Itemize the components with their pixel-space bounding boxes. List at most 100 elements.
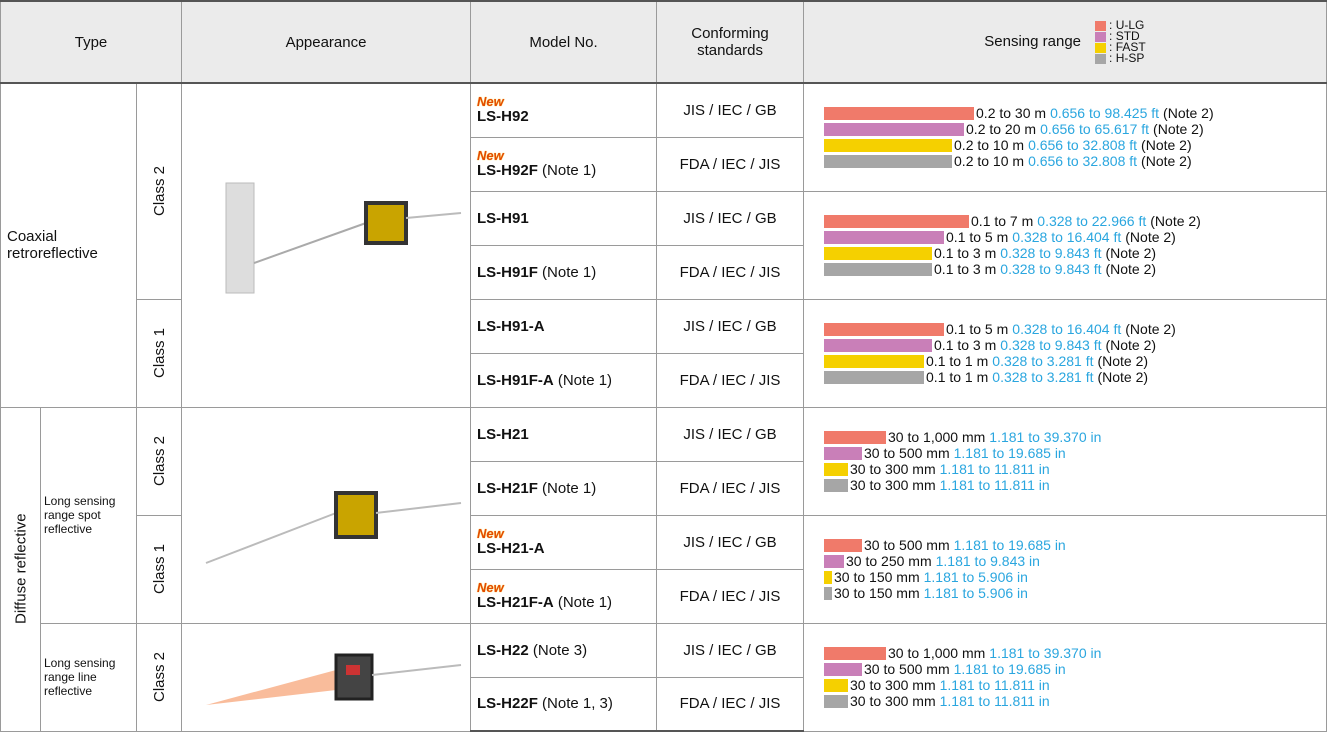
range-imperial: 1.181 to 5.906 in: [923, 568, 1028, 585]
model-cell: LS-H22F (Note 1, 3): [470, 676, 658, 732]
range-line: 30 to 500 mm 1.181 to 19.685 in: [824, 537, 1316, 553]
legend-swatch: [1095, 53, 1107, 64]
range-line: 30 to 300 mm 1.181 to 11.811 in: [824, 461, 1316, 477]
range-bar: [824, 554, 845, 568]
range-imperial: 0.656 to 65.617 ft: [1040, 120, 1150, 137]
range-imperial: 1.181 to 11.811 in: [939, 460, 1050, 477]
model-row: LS-H22F (Note 1, 3) FDA / IEC / JIS: [1, 676, 1327, 732]
subgroup-label: Long sensing range spot reflective: [40, 406, 137, 624]
model-row: New LS-H21F-A (Note 1) FDA / IEC / JIS: [1, 568, 1327, 624]
legend-item: : H-SP: [1095, 52, 1146, 64]
range-line: 0.1 to 7 m 0.328 to 22.966 ft (Note 2): [824, 213, 1316, 229]
range-metric: 0.2 to 10 m: [954, 152, 1025, 169]
range-line: 0.2 to 30 m 0.656 to 98.425 ft (Note 2): [824, 105, 1316, 121]
range-line: 0.1 to 3 m 0.328 to 9.843 ft (Note 2): [824, 245, 1316, 261]
new-badge: New: [477, 526, 504, 541]
range-bar: [824, 262, 933, 276]
range-imperial: 1.181 to 11.811 in: [939, 692, 1050, 709]
header-sensing: Sensing range: U-LG: STD: FAST: H-SP: [803, 0, 1327, 84]
range-bar: [824, 338, 933, 352]
model-name: LS-H21F-A: [477, 594, 554, 611]
legend-label: : FAST: [1109, 40, 1146, 54]
range-bar: [824, 154, 953, 168]
table-body: Coaxial retroreflective Class 2 New LS-H92 J…: [0, 82, 1327, 732]
range-metric: 30 to 300 mm: [850, 460, 936, 477]
range-metric: 30 to 500 mm: [864, 536, 950, 553]
range-bar: [824, 586, 833, 600]
product-image: [225, 182, 462, 294]
range-line: 0.1 to 3 m 0.328 to 9.843 ft (Note 2): [824, 337, 1316, 353]
legend-label: : U-LG: [1109, 18, 1145, 32]
range-imperial: 1.181 to 19.685 in: [953, 660, 1066, 677]
range-note: (Note 2): [1105, 336, 1157, 353]
range-imperial: 0.328 to 9.843 ft: [1000, 260, 1102, 277]
range-metric: 0.1 to 1 m: [926, 352, 989, 369]
model-row: Diffuse reflective Long sensing range spo…: [0, 406, 1327, 731]
range-line: 0.1 to 5 m 0.328 to 16.404 ft (Note 2): [824, 229, 1316, 245]
legend: : U-LG: STD: FAST: H-SP: [1095, 18, 1146, 64]
range-metric: 0.1 to 7 m: [971, 212, 1034, 229]
header-appearance: Appearance: [181, 0, 472, 84]
model-name: LS-H92F: [477, 162, 538, 179]
model-name: LS-H21-A: [477, 540, 545, 557]
range-line: 0.1 to 5 m 0.328 to 16.404 ft (Note 2): [824, 321, 1316, 337]
section-label: Diffuse reflective: [0, 407, 41, 731]
range-line: 30 to 150 mm 1.181 to 5.906 in: [824, 569, 1316, 585]
range-line: 30 to 500 mm 1.181 to 19.685 in: [824, 445, 1316, 461]
product-image: [206, 653, 462, 705]
range-imperial: 0.328 to 9.843 ft: [1000, 244, 1102, 261]
standards: FDA / IEC / JIS: [656, 568, 805, 624]
model-name: LS-H92: [477, 108, 529, 126]
range-imperial: 1.181 to 11.811 in: [939, 476, 1050, 493]
range-metric: 0.2 to 20 m: [966, 120, 1037, 137]
model-note: (Note 1): [542, 479, 597, 497]
range-line: 30 to 1,000 mm 1.181 to 39.370 in: [824, 429, 1316, 445]
range-line: 0.2 to 20 m 0.656 to 65.617 ft (Note 2): [824, 121, 1316, 137]
range-metric: 0.1 to 3 m: [934, 244, 997, 261]
range-metric: 30 to 500 mm: [864, 660, 950, 677]
standards: FDA / IEC / JIS: [656, 244, 805, 300]
model-note: (Note 1): [557, 371, 613, 389]
model-cell: LS-H91F-A (Note 1): [470, 352, 658, 408]
range-note: (Note 2): [1105, 260, 1157, 277]
model-row: Coaxial retroreflective Class 2 New LS-H92 J…: [0, 82, 1327, 408]
range-imperial: 0.656 to 98.425 ft: [1050, 104, 1160, 121]
standards: FDA / IEC / JIS: [656, 352, 805, 408]
class-label: Class 1: [136, 515, 182, 623]
range-bar: [824, 230, 945, 244]
range-metric: 0.2 to 30 m: [976, 104, 1047, 121]
range-metric: 30 to 500 mm: [864, 444, 950, 461]
range-note: (Note 2): [1097, 352, 1149, 369]
model-name: LS-H21F: [477, 479, 538, 497]
range-bar: [824, 246, 933, 260]
model-name: LS-H91-A: [477, 317, 545, 335]
range-imperial: 1.181 to 39.370 in: [989, 644, 1102, 661]
header-row: Type Appearance Model No. Conforming sta…: [0, 0, 1327, 84]
standards: FDA / IEC / JIS: [656, 676, 805, 732]
legend-item: : U-LG: [1095, 18, 1146, 32]
range-note: (Note 2): [1105, 244, 1157, 261]
range-line: 30 to 150 mm 1.181 to 5.906 in: [824, 585, 1316, 601]
standards: JIS / IEC / GB: [656, 622, 805, 678]
model-note: (Note 1): [557, 594, 613, 611]
range-bar: [824, 430, 887, 444]
range-note: (Note 2): [1141, 152, 1192, 169]
standards: JIS / IEC / GB: [656, 298, 805, 354]
range-imperial: 0.656 to 32.808 ft: [1028, 136, 1138, 153]
model-cell: LS-H91-A: [470, 298, 658, 354]
range-line: 30 to 250 mm 1.181 to 9.843 in: [824, 553, 1316, 569]
range-bar: [824, 446, 863, 460]
range-bar: [824, 106, 975, 120]
range-bar: [824, 214, 970, 228]
range-imperial: 0.328 to 3.281 ft: [992, 368, 1094, 385]
header-type: Type: [0, 0, 183, 84]
legend-item: : FAST: [1095, 40, 1146, 54]
range-metric: 0.1 to 1 m: [926, 368, 989, 385]
model-row: Long sensing range line reflective Class …: [1, 622, 1327, 732]
range-imperial: 0.328 to 16.404 ft: [1012, 228, 1122, 245]
range-imperial: 1.181 to 11.811 in: [939, 676, 1050, 693]
legend-swatch: [1095, 20, 1107, 31]
range-bar: [824, 678, 849, 692]
standards: JIS / IEC / GB: [656, 190, 805, 246]
